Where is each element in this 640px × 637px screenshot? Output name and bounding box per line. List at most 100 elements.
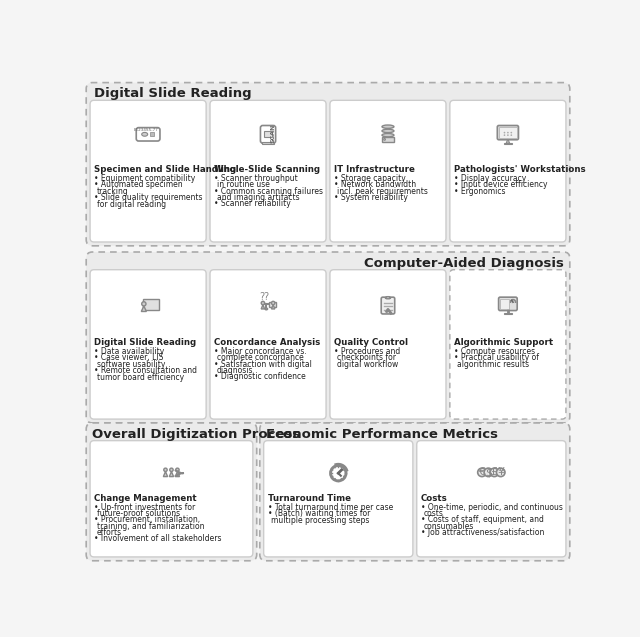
Circle shape: [504, 134, 506, 136]
Text: • Compute resources: • Compute resources: [454, 347, 535, 356]
FancyBboxPatch shape: [417, 441, 566, 557]
Text: costs: costs: [424, 509, 444, 518]
Text: Specimen and Slide Handling: Specimen and Slide Handling: [94, 166, 236, 175]
Text: • Scanner reliability: • Scanner reliability: [214, 199, 291, 208]
Circle shape: [331, 466, 346, 481]
Text: • System reliability: • System reliability: [334, 193, 408, 202]
Text: • (Batch) waiting times for: • (Batch) waiting times for: [268, 509, 370, 518]
Text: £: £: [491, 468, 498, 477]
Text: IT Infrastructure: IT Infrastructure: [334, 166, 415, 175]
Text: E1234S5-77: E1234S5-77: [134, 128, 159, 132]
Ellipse shape: [141, 132, 148, 136]
Text: • Costs of staff, equipment, and: • Costs of staff, equipment, and: [420, 515, 543, 524]
FancyBboxPatch shape: [504, 143, 512, 144]
Ellipse shape: [382, 134, 394, 137]
FancyBboxPatch shape: [504, 313, 512, 314]
Text: and imaging artifacts: and imaging artifacts: [217, 193, 300, 202]
Text: • Procurement, installation,: • Procurement, installation,: [94, 515, 200, 524]
Text: in routine use: in routine use: [217, 180, 270, 189]
Text: future-proof solutions: future-proof solutions: [97, 509, 180, 518]
FancyBboxPatch shape: [497, 125, 518, 140]
Text: tumor board efficiency: tumor board efficiency: [97, 373, 184, 382]
Text: Costs: Costs: [420, 494, 447, 503]
Text: training, and familiarization: training, and familiarization: [97, 522, 205, 531]
Polygon shape: [261, 304, 264, 309]
Text: $: $: [485, 468, 492, 477]
Circle shape: [261, 301, 264, 304]
Text: ?: ?: [259, 292, 264, 302]
Text: • Scanner throughput: • Scanner throughput: [214, 174, 298, 183]
Text: • Up-front investments for: • Up-front investments for: [94, 503, 195, 512]
FancyBboxPatch shape: [210, 100, 326, 242]
Text: Computer-Aided Diagnosis: Computer-Aided Diagnosis: [364, 257, 564, 269]
FancyBboxPatch shape: [90, 100, 206, 242]
FancyBboxPatch shape: [381, 297, 395, 314]
FancyBboxPatch shape: [499, 127, 517, 138]
Text: • Involvement of all stakeholders: • Involvement of all stakeholders: [94, 534, 221, 543]
Text: Quality Control: Quality Control: [334, 338, 408, 347]
Circle shape: [490, 468, 499, 476]
Text: ¥: ¥: [497, 468, 504, 477]
Text: • Practical usability of: • Practical usability of: [454, 354, 539, 362]
Circle shape: [497, 468, 505, 476]
Text: Algorithmic Support: Algorithmic Support: [454, 338, 553, 347]
FancyBboxPatch shape: [136, 127, 160, 141]
Text: SCAN: SCAN: [270, 124, 275, 143]
FancyBboxPatch shape: [86, 423, 257, 561]
Text: • Total turnaround time per case: • Total turnaround time per case: [268, 503, 393, 512]
Text: tracking: tracking: [97, 187, 129, 196]
Text: digital workflow: digital workflow: [337, 360, 398, 369]
FancyBboxPatch shape: [500, 299, 509, 309]
Circle shape: [141, 302, 146, 306]
Text: • Input device efficiency: • Input device efficiency: [454, 180, 547, 189]
Text: • Satisfaction with digital: • Satisfaction with digital: [214, 360, 312, 369]
Circle shape: [511, 134, 512, 136]
Polygon shape: [175, 471, 180, 476]
Text: • Major concordance vs.: • Major concordance vs.: [214, 347, 307, 356]
Text: • Common scanning failures: • Common scanning failures: [214, 187, 323, 196]
Text: efforts: efforts: [97, 528, 122, 537]
Text: • Network bandwidth: • Network bandwidth: [334, 180, 416, 189]
FancyBboxPatch shape: [330, 100, 446, 242]
Text: ?: ?: [263, 292, 268, 302]
Polygon shape: [506, 139, 509, 143]
FancyBboxPatch shape: [499, 297, 517, 311]
Text: • Storage capacity: • Storage capacity: [334, 174, 406, 183]
FancyBboxPatch shape: [210, 269, 326, 419]
Text: €: €: [479, 468, 486, 477]
Polygon shape: [141, 306, 147, 311]
FancyBboxPatch shape: [260, 125, 276, 143]
Text: • Diagnostic confidence: • Diagnostic confidence: [214, 372, 306, 382]
FancyBboxPatch shape: [262, 142, 274, 145]
Text: Overall Digitization Process: Overall Digitization Process: [92, 427, 301, 441]
FancyBboxPatch shape: [86, 83, 570, 246]
Text: • Job attractiveness/satisfaction: • Job attractiveness/satisfaction: [420, 528, 544, 537]
FancyBboxPatch shape: [143, 299, 159, 310]
FancyBboxPatch shape: [90, 269, 206, 419]
FancyBboxPatch shape: [150, 132, 154, 136]
Text: Concordance Analysis: Concordance Analysis: [214, 338, 320, 347]
Text: Digital Slide Reading: Digital Slide Reading: [94, 87, 252, 100]
Text: • Case viewer, LIS: • Case viewer, LIS: [94, 354, 163, 362]
Text: • Equipment compatibility: • Equipment compatibility: [94, 174, 195, 183]
Ellipse shape: [382, 125, 394, 129]
Text: • One-time, periodic, and continuous: • One-time, periodic, and continuous: [420, 503, 563, 512]
FancyBboxPatch shape: [450, 269, 566, 419]
Text: • Data availability: • Data availability: [94, 347, 164, 356]
Text: • Automated specimen: • Automated specimen: [94, 180, 182, 189]
FancyBboxPatch shape: [330, 269, 446, 419]
Ellipse shape: [382, 129, 394, 132]
FancyBboxPatch shape: [90, 441, 253, 557]
Circle shape: [164, 468, 167, 471]
Text: for digital reading: for digital reading: [97, 200, 166, 209]
Text: checkpoints for: checkpoints for: [337, 354, 396, 362]
Text: multiple processing steps: multiple processing steps: [271, 516, 369, 525]
Text: Digital Slide Reading: Digital Slide Reading: [94, 338, 196, 347]
Text: Turnaround Time: Turnaround Time: [268, 494, 351, 503]
Text: Pathologists' Workstations: Pathologists' Workstations: [454, 166, 586, 175]
FancyBboxPatch shape: [450, 100, 566, 242]
Polygon shape: [271, 304, 275, 309]
Text: • Remote consultation and: • Remote consultation and: [94, 366, 197, 375]
Text: complete concordance: complete concordance: [217, 354, 304, 362]
FancyBboxPatch shape: [264, 131, 272, 137]
